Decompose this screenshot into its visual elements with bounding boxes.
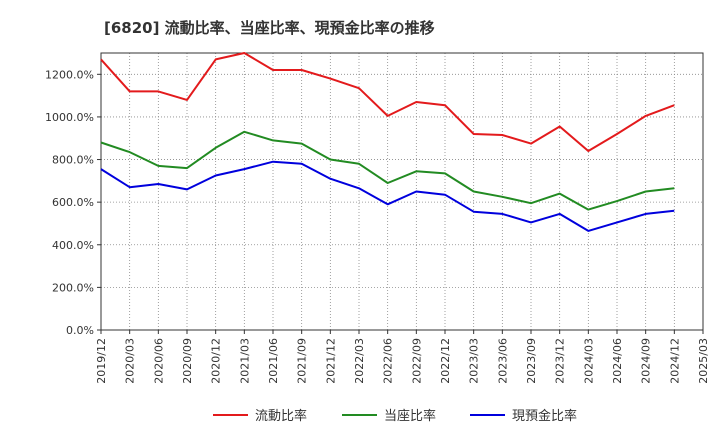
x-tick-label: 2024/09 [640, 338, 653, 384]
y-tick-label: 1000.0% [45, 111, 94, 124]
x-tick-label: 2021/06 [267, 338, 280, 384]
x-tick-label: 2023/06 [496, 338, 509, 384]
x-tick-label: 2021/12 [324, 338, 337, 384]
series-line-3 [100, 160, 675, 232]
x-tick-label: 2024/06 [611, 338, 624, 384]
x-tick-label: 2020/03 [124, 338, 137, 384]
y-tick-label: 0.0% [66, 324, 94, 337]
series-line-1 [100, 52, 675, 152]
x-tick-label: 2021/03 [238, 338, 251, 384]
x-tick-label: 2022/03 [353, 338, 366, 384]
x-tick-label: 2023/03 [468, 338, 481, 384]
x-tick-label: 2020/12 [210, 338, 223, 384]
x-tick-label: 2023/09 [525, 338, 538, 384]
plot-area [100, 52, 704, 331]
y-tick-label: 800.0% [52, 154, 94, 167]
y-tick-label: 600.0% [52, 196, 94, 209]
y-tick-label: 200.0% [52, 281, 94, 294]
x-tick-label: 2024/12 [668, 338, 681, 384]
series-lines [100, 52, 675, 232]
x-tick-label: 2021/09 [296, 338, 309, 384]
y-axis: 0.0% 200.0% 400.0% 600.0% 800.0% 1000.0% 1200.… [45, 68, 101, 337]
legend-label-3: 現預金比率 [512, 408, 577, 424]
x-tick-label: 2022/12 [439, 338, 452, 384]
legend-label-1: 流動比率 [255, 408, 307, 424]
x-tick-label: 2019/12 [95, 338, 108, 384]
x-tick-label: 2025/03 [697, 338, 710, 384]
y-tick-label: 1200.0% [45, 68, 94, 81]
x-tick-label: 2024/03 [582, 338, 595, 384]
x-tick-label: 2022/06 [382, 338, 395, 384]
x-tick-label: 2020/06 [152, 338, 165, 384]
y-tick-label: 400.0% [52, 239, 94, 252]
legend-label-2: 当座比率 [384, 408, 436, 424]
x-tick-label: 2022/09 [410, 338, 423, 384]
legend: 流動比率 当座比率 現預金比率 [213, 408, 577, 424]
chart-title: [6820] 流動比率、当座比率、現預金比率の推移 [104, 19, 435, 37]
x-tick-label: 2020/09 [181, 338, 194, 384]
series-line-2 [100, 130, 675, 211]
x-axis: 2019/12 2020/03 2020/06 2020/09 2020/12 2021/… [95, 330, 710, 384]
x-tick-label: 2023/12 [554, 338, 567, 384]
